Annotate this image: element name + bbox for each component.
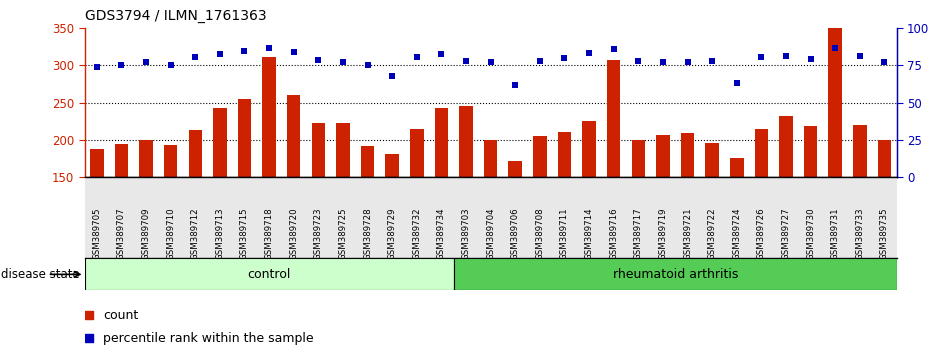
Bar [454, 258, 897, 290]
Bar [779, 116, 793, 177]
Point [778, 53, 793, 59]
Bar [828, 28, 842, 177]
Point [139, 59, 154, 65]
Point [655, 59, 670, 65]
Bar [558, 132, 571, 177]
Point [853, 53, 868, 59]
Bar [804, 126, 817, 177]
Point [557, 55, 572, 61]
Bar [336, 123, 349, 177]
Text: control: control [247, 268, 291, 281]
Bar [459, 106, 472, 177]
Point [212, 51, 227, 56]
Point [581, 50, 596, 56]
Point [730, 80, 745, 85]
Point [89, 64, 104, 70]
Text: count: count [102, 309, 138, 321]
Bar [262, 57, 276, 177]
Point [317, 33, 332, 39]
Bar [189, 130, 202, 177]
Text: rheumatoid arthritis: rheumatoid arthritis [612, 268, 738, 281]
Bar [90, 149, 103, 177]
Bar [755, 129, 768, 177]
Bar [681, 133, 694, 177]
Point [631, 58, 646, 64]
Point [607, 46, 622, 52]
Text: disease state: disease state [1, 268, 80, 281]
Bar [361, 146, 375, 177]
Point [754, 55, 769, 60]
Point [317, 246, 332, 251]
Point [385, 73, 400, 79]
Bar [85, 258, 454, 290]
Bar [484, 140, 498, 177]
Point [163, 62, 178, 68]
Bar [238, 99, 252, 177]
Point [360, 62, 375, 68]
Bar [582, 121, 596, 177]
Bar [853, 125, 867, 177]
Point [877, 59, 892, 65]
Bar [115, 144, 129, 177]
Bar [213, 108, 226, 177]
Point [704, 58, 719, 64]
Bar [385, 154, 399, 177]
Point [335, 59, 350, 65]
Point [409, 55, 424, 60]
Text: GDS3794 / ILMN_1761363: GDS3794 / ILMN_1761363 [85, 9, 266, 23]
Bar [730, 159, 744, 177]
Point [458, 58, 473, 64]
Bar [533, 136, 546, 177]
Point [434, 52, 449, 57]
Bar [287, 95, 300, 177]
Bar [164, 145, 177, 177]
Bar [312, 124, 325, 177]
Point [680, 59, 695, 65]
Point [311, 57, 326, 63]
Text: percentile rank within the sample: percentile rank within the sample [102, 332, 314, 345]
Bar [435, 108, 448, 177]
Point [188, 55, 203, 60]
Point [237, 48, 252, 54]
Bar [509, 161, 522, 177]
Point [532, 58, 547, 64]
Bar [139, 140, 153, 177]
Bar [878, 140, 891, 177]
Point [803, 56, 818, 62]
Point [114, 62, 129, 68]
Bar [632, 140, 645, 177]
Bar [705, 143, 719, 177]
Bar [656, 135, 670, 177]
Bar [607, 59, 621, 177]
Point [827, 45, 842, 51]
Bar [410, 129, 423, 177]
Point [508, 82, 523, 88]
Point [484, 59, 499, 65]
Point [262, 46, 277, 51]
Point [286, 49, 301, 55]
